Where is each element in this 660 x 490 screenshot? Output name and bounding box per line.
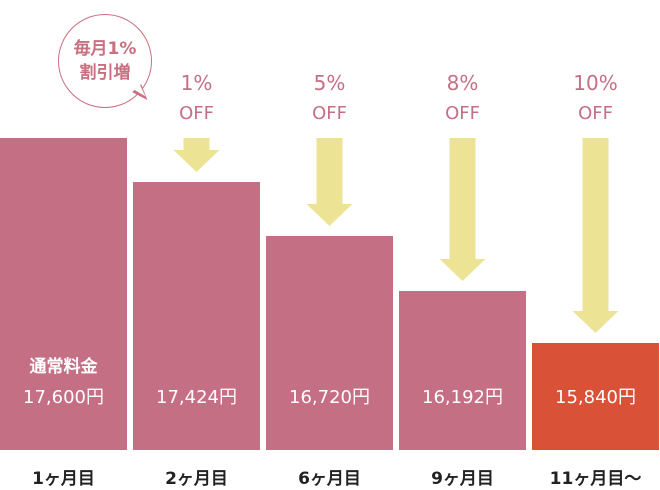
bar-value-label-5: 15,840円 [555,387,636,408]
bar-1 [0,138,127,450]
bubble-line1: 毎月1% [73,39,137,59]
discount-arrow-3 [306,138,353,226]
discount-percent-4: 8% [447,71,479,95]
category-label-3: 6ヶ月目 [298,469,361,489]
category-label-1: 1ヶ月目 [32,469,95,489]
category-label-2: 2ヶ月目 [165,469,228,489]
bar-3 [266,236,393,450]
bar-5 [532,343,659,450]
bar-value-label-1: 17,600円 [23,387,104,408]
discount-arrow-5 [572,138,619,333]
discount-off-3: OFF [312,103,347,124]
discount-off-2: OFF [179,103,214,124]
bar-value-label-4: 16,192円 [422,387,503,408]
discount-percent-5: 10% [573,71,617,95]
discount-bubble: 毎月1% 割引増 [58,14,152,108]
bar-4 [399,291,526,450]
bubble-line2: 割引増 [79,63,131,83]
bar-2 [133,182,260,450]
category-label-4: 9ヶ月目 [431,469,494,489]
bar-value-label-2: 17,424円 [156,387,237,408]
discount-percent-2: 1% [181,71,213,95]
discount-arrow-4 [439,138,486,281]
discount-off-4: OFF [445,103,480,124]
discount-percent-3: 5% [314,71,346,95]
bar-value-label-3: 16,720円 [289,387,370,408]
bar-top-label-1: 通常料金 [30,356,99,377]
category-label-5: 11ヶ月目〜 [550,469,642,489]
discount-arrow-2 [173,138,220,172]
discount-off-5: OFF [578,103,613,124]
